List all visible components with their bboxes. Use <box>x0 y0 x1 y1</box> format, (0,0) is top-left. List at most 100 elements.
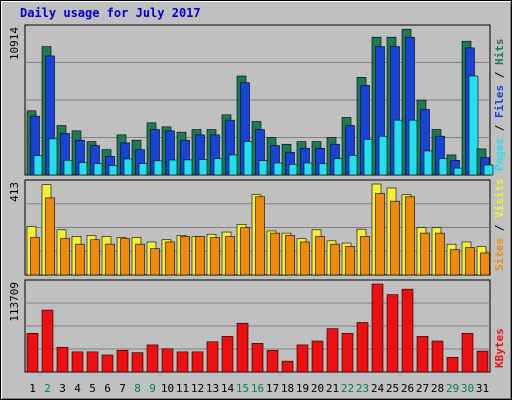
legend-1: Sites / Visits <box>493 178 506 271</box>
y-max-label: 413 <box>8 182 21 202</box>
bar-kbytes-12 <box>191 351 204 373</box>
bar-pages-23 <box>363 138 374 176</box>
x-tick-5: 5 <box>89 382 96 395</box>
bar-kbytes-17 <box>266 350 279 373</box>
bar-kbytes-13 <box>206 341 219 373</box>
bar-kbytes-27 <box>416 336 429 373</box>
bar-kbytes-30 <box>461 333 474 373</box>
bar-kbytes-3 <box>56 346 69 373</box>
x-tick-26: 26 <box>401 382 414 395</box>
bar-sites-12 <box>195 236 205 276</box>
x-tick-29: 29 <box>446 382 459 395</box>
bar-pages-27 <box>423 150 434 176</box>
x-tick-19: 19 <box>296 382 309 395</box>
bar-pages-15 <box>243 141 254 176</box>
bar-pages-17 <box>273 162 284 176</box>
bar-sites-18 <box>285 235 295 276</box>
bar-sites-14 <box>225 236 235 276</box>
bar-kbytes-19 <box>296 344 309 373</box>
x-tick-15: 15 <box>236 382 249 395</box>
x-tick-27: 27 <box>416 382 429 395</box>
bar-pages-24 <box>378 135 389 176</box>
bar-sites-19 <box>300 241 310 276</box>
bar-sites-4 <box>75 243 85 276</box>
bar-kbytes-15 <box>236 322 249 373</box>
bar-pages-6 <box>108 165 119 176</box>
bar-kbytes-20 <box>311 340 324 373</box>
bar-sites-11 <box>180 236 190 276</box>
bar-pages-4 <box>78 162 89 176</box>
bar-sites-28 <box>435 232 445 276</box>
x-tick-3: 3 <box>59 382 66 395</box>
bar-sites-24 <box>375 193 385 276</box>
bar-sites-15 <box>240 227 250 276</box>
legend-entry-visits: Visits <box>493 178 506 218</box>
bar-pages-13 <box>213 158 224 176</box>
bar-kbytes-1 <box>26 333 39 373</box>
x-tick-8: 8 <box>134 382 141 395</box>
bar-pages-22 <box>348 155 359 176</box>
x-tick-17: 17 <box>266 382 279 395</box>
x-tick-24: 24 <box>371 382 385 395</box>
bar-kbytes-7 <box>116 350 129 373</box>
bar-sites-31 <box>480 252 490 276</box>
bar-sites-20 <box>315 236 325 276</box>
bar-pages-7 <box>123 158 134 176</box>
bar-kbytes-5 <box>86 351 99 373</box>
bar-kbytes-28 <box>431 340 444 373</box>
bar-kbytes-4 <box>71 351 84 373</box>
bar-pages-21 <box>333 158 344 176</box>
bar-pages-3 <box>63 159 74 176</box>
page-title: Daily usage for July 2017 <box>20 6 201 20</box>
bar-pages-29 <box>453 167 464 176</box>
bar-kbytes-23 <box>356 322 369 373</box>
bar-sites-17 <box>270 232 280 276</box>
x-tick-9: 9 <box>149 382 156 395</box>
bar-kbytes-11 <box>176 351 189 373</box>
bar-kbytes-25 <box>386 294 399 373</box>
x-tick-1: 1 <box>29 382 36 395</box>
x-tick-23: 23 <box>356 382 369 395</box>
bar-pages-12 <box>198 159 209 176</box>
x-tick-28: 28 <box>431 382 444 395</box>
bar-pages-8 <box>138 163 149 176</box>
bar-pages-9 <box>153 160 164 176</box>
bar-sites-6 <box>105 243 115 276</box>
bar-kbytes-8 <box>131 352 144 373</box>
x-tick-2: 2 <box>44 382 51 395</box>
bar-pages-19 <box>303 162 314 176</box>
legend-2: KBytes <box>493 328 506 368</box>
bar-pages-2 <box>48 138 59 176</box>
x-tick-4: 4 <box>74 382 81 395</box>
bar-kbytes-29 <box>446 356 459 373</box>
bar-sites-3 <box>60 238 70 276</box>
y-max-label: 113709 <box>8 282 21 322</box>
bar-kbytes-10 <box>161 348 174 373</box>
bar-sites-26 <box>405 196 415 276</box>
bar-sites-22 <box>345 246 355 276</box>
bar-sites-10 <box>165 241 175 276</box>
bar-pages-11 <box>183 159 194 176</box>
bar-kbytes-21 <box>326 328 339 373</box>
x-tick-10: 10 <box>161 382 174 395</box>
bar-kbytes-6 <box>101 354 114 373</box>
bar-kbytes-31 <box>476 350 489 373</box>
bar-pages-26 <box>408 119 419 176</box>
bar-sites-30 <box>465 247 475 276</box>
x-tick-25: 25 <box>386 382 399 395</box>
bar-kbytes-14 <box>221 336 234 373</box>
bar-sites-5 <box>90 239 100 276</box>
x-tick-7: 7 <box>119 382 126 395</box>
bar-sites-21 <box>330 243 340 276</box>
bar-sites-25 <box>390 200 400 276</box>
bar-sites-13 <box>210 237 220 276</box>
y-max-label: 10914 <box>8 27 21 60</box>
legend-entry-pages: Pages <box>493 138 506 171</box>
bar-pages-28 <box>438 158 449 176</box>
x-tick-30: 30 <box>461 382 474 395</box>
bar-sites-1 <box>30 237 40 276</box>
legend-0: Pages / Files / Hits <box>493 39 506 172</box>
bar-pages-25 <box>393 119 404 176</box>
x-tick-31: 31 <box>476 382 489 395</box>
x-tick-21: 21 <box>326 382 339 395</box>
